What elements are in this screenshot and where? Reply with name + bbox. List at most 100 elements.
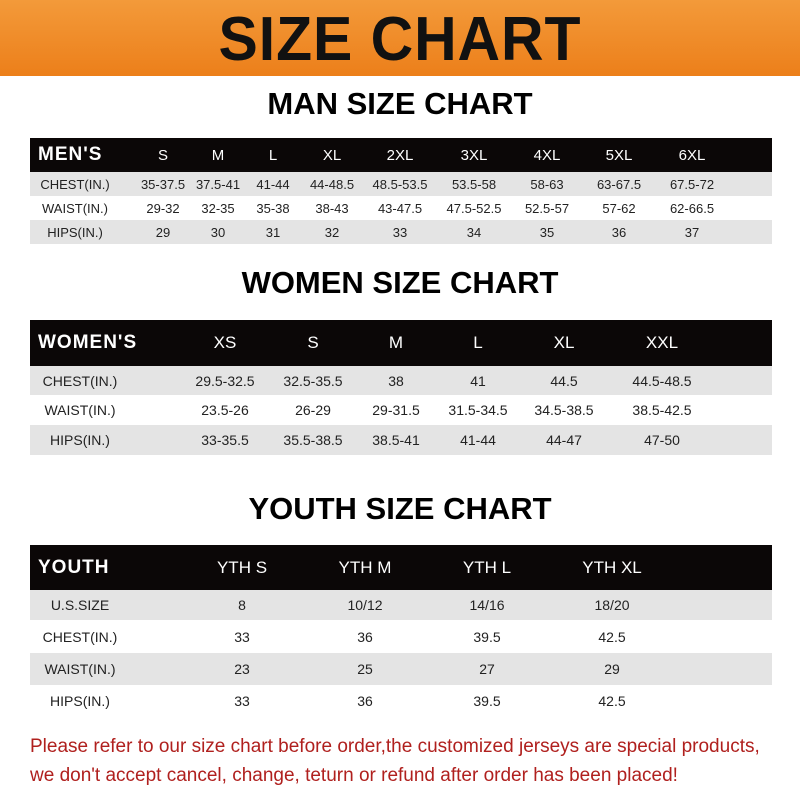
table-cell: 8 [238, 597, 246, 613]
table-row: WAIST(IN.) 23.5-26 26-29 29-31.5 31.5-34.5 34… [30, 395, 772, 425]
table-cell: 25 [357, 661, 373, 677]
table-cell: 38.5-42.5 [632, 402, 692, 418]
size-column-header: M [211, 146, 225, 164]
table-cell: 35.5-38.5 [283, 432, 343, 448]
measurement-label: WAIST(IN.) [42, 200, 108, 216]
table-cell: 14/16 [469, 597, 505, 613]
size-column-header: YTH L [462, 557, 512, 577]
table-cell: 41-44 [256, 176, 290, 192]
table-cell: 26-29 [295, 402, 331, 418]
youth-header-row: YOUTH YTH S YTH M YTH L YTH XL [30, 545, 772, 590]
table-cell: 33 [392, 224, 408, 240]
table-row: HIPS(IN.) 29 30 31 32 33 34 35 36 37 [30, 220, 772, 244]
size-column-header: 6XL [678, 146, 706, 164]
title-banner: SIZE CHART [0, 0, 800, 76]
size-column-header: M [388, 333, 404, 352]
size-column-header: L [268, 146, 278, 164]
size-column-header: YTH M [338, 557, 392, 577]
table-cell: 44-48.5 [309, 176, 355, 192]
size-column-header: YTH XL [582, 557, 642, 577]
table-cell: 36 [357, 693, 373, 709]
size-column-header: YTH S [216, 557, 268, 577]
notice-line-2: we don't accept cancel, change, teturn o… [30, 765, 678, 786]
size-column-header: XS [213, 333, 237, 352]
table-cell: 48.5-53.5 [372, 176, 428, 192]
men-section-title: MAN SIZE CHART [267, 86, 533, 121]
measurement-label: HIPS(IN.) [50, 693, 110, 709]
size-column-header: S [157, 146, 169, 164]
measurement-label: CHEST(IN.) [42, 372, 118, 389]
table-row: WAIST(IN.) 23 25 27 29 [30, 653, 772, 685]
measurement-label: WAIST(IN.) [44, 661, 116, 677]
table-cell: 10/12 [347, 597, 383, 613]
table-row: U.S.SIZE 8 10/12 14/16 18/20 [30, 590, 772, 620]
table-cell: 29-32 [146, 200, 180, 216]
table-cell: 38-43 [315, 200, 349, 216]
table-cell: 47-50 [644, 432, 680, 448]
measurement-label: U.S.SIZE [50, 597, 110, 613]
table-cell: 43-47.5 [377, 200, 423, 216]
size-column-header: XL [322, 146, 342, 164]
table-cell: 34 [466, 224, 482, 240]
youth-section-title: YOUTH SIZE CHART [248, 491, 552, 526]
size-column-header: XL [553, 333, 575, 352]
table-cell: 37.5-41 [195, 176, 241, 192]
table-cell: 33 [234, 693, 250, 709]
table-row: HIPS(IN.) 33 36 39.5 42.5 [30, 685, 772, 717]
table-cell: 58-63 [530, 176, 564, 192]
table-cell: 42.5 [598, 628, 626, 645]
table-cell: 23.5-26 [201, 402, 249, 418]
table-cell: 41 [470, 372, 486, 389]
table-label: WOMEN'S [38, 332, 138, 353]
table-cell: 37 [684, 224, 700, 240]
table-cell: 35-38 [256, 200, 290, 216]
table-label: YOUTH [38, 556, 110, 578]
table-cell: 31.5-34.5 [448, 402, 508, 418]
measurement-label: HIPS(IN.) [47, 224, 103, 240]
table-cell: 63-67.5 [596, 176, 642, 192]
table-cell: 35 [539, 224, 555, 240]
table-cell: 57-62 [602, 200, 636, 216]
table-cell: 36 [357, 628, 373, 645]
table-cell: 52.5-57 [524, 200, 570, 216]
table-cell: 47.5-52.5 [446, 200, 502, 216]
table-cell: 29 [155, 224, 171, 240]
table-cell: 32-35 [201, 200, 235, 216]
table-row: HIPS(IN.) 33-35.5 35.5-38.5 38.5-41 41-44 44-… [30, 425, 772, 455]
size-column-header: S [307, 333, 319, 352]
table-cell: 53.5-58 [451, 176, 497, 192]
size-column-header: 2XL [386, 146, 414, 164]
table-cell: 29.5-32.5 [195, 372, 255, 389]
table-cell: 42.5 [598, 693, 626, 709]
table-row: WAIST(IN.) 29-32 32-35 35-38 38-43 43-47.5 47.… [30, 196, 772, 220]
table-cell: 30 [210, 224, 226, 240]
size-column-header: L [473, 333, 483, 352]
size-column-header: 5XL [605, 146, 633, 164]
size-column-header: 3XL [460, 146, 488, 164]
men-header-row: MEN'S S M L XL 2XL 3XL 4XL 5XL 6XL [30, 138, 772, 172]
table-cell: 33 [234, 628, 250, 645]
women-section-title: WOMEN SIZE CHART [241, 265, 559, 300]
table-cell: 39.5 [473, 693, 501, 709]
table-cell: 18/20 [594, 597, 630, 613]
table-cell: 29 [604, 661, 620, 677]
measurement-label: HIPS(IN.) [50, 432, 110, 448]
table-cell: 39.5 [473, 628, 501, 645]
table-cell: 44.5 [550, 372, 578, 389]
measurement-label: CHEST(IN.) [42, 628, 118, 645]
table-cell: 44.5-48.5 [632, 372, 692, 389]
table-cell: 41-44 [460, 432, 496, 448]
table-cell: 32 [324, 224, 340, 240]
table-cell: 33-35.5 [201, 432, 249, 448]
women-header-row: WOMEN'S XS S M L XL XXL [30, 320, 772, 366]
table-cell: 29-31.5 [372, 402, 420, 418]
table-cell: 67.5-72 [669, 176, 715, 192]
page-title: SIZE CHART [218, 5, 582, 74]
table-cell: 44-47 [546, 432, 582, 448]
table-cell: 62-66.5 [669, 200, 715, 216]
table-cell: 34.5-38.5 [534, 402, 594, 418]
size-column-header: XXL [645, 333, 679, 352]
table-row: CHEST(IN.) 35-37.5 37.5-41 41-44 44-48.5 48.5… [30, 172, 772, 196]
table-row: CHEST(IN.) 33 36 39.5 42.5 [30, 620, 772, 653]
